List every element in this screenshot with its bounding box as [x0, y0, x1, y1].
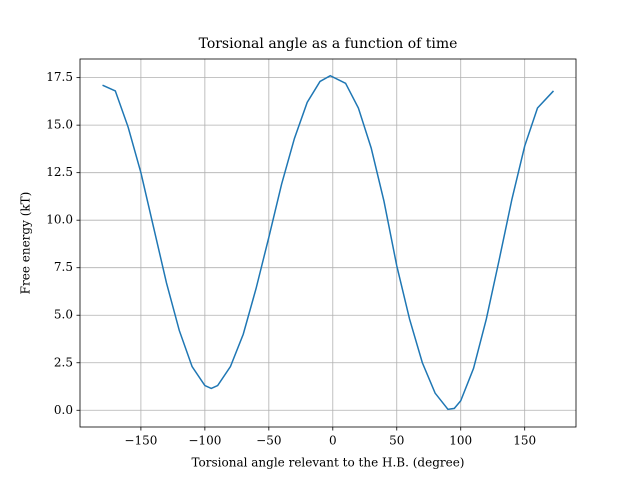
y-tick-label: 0.0: [54, 403, 73, 417]
y-tick-label: 17.5: [46, 70, 73, 84]
x-tick-label: 100: [449, 434, 472, 448]
y-tick-label: 2.5: [54, 355, 73, 369]
y-tick-label: 5.0: [54, 308, 73, 322]
x-tick-label: −100: [188, 434, 221, 448]
x-tick-label: 0: [329, 434, 337, 448]
x-tick-label: −150: [124, 434, 157, 448]
x-tick-label: 150: [513, 434, 536, 448]
plot-frame: [79, 58, 577, 428]
x-axis-label: Torsional angle relevant to the H.B. (de…: [191, 456, 464, 470]
y-tick-label: 7.5: [54, 260, 73, 274]
chart-title: Torsional angle as a function of time: [199, 36, 458, 52]
y-tick-label: 10.0: [46, 213, 73, 227]
y-tick-label: 12.5: [46, 165, 73, 179]
y-tick-label: 15.0: [46, 118, 73, 132]
x-tick-label: 50: [389, 434, 404, 448]
data-line: [102, 74, 555, 411]
y-axis-label: Free energy (kT): [19, 192, 33, 295]
x-tick-label: −50: [256, 434, 281, 448]
